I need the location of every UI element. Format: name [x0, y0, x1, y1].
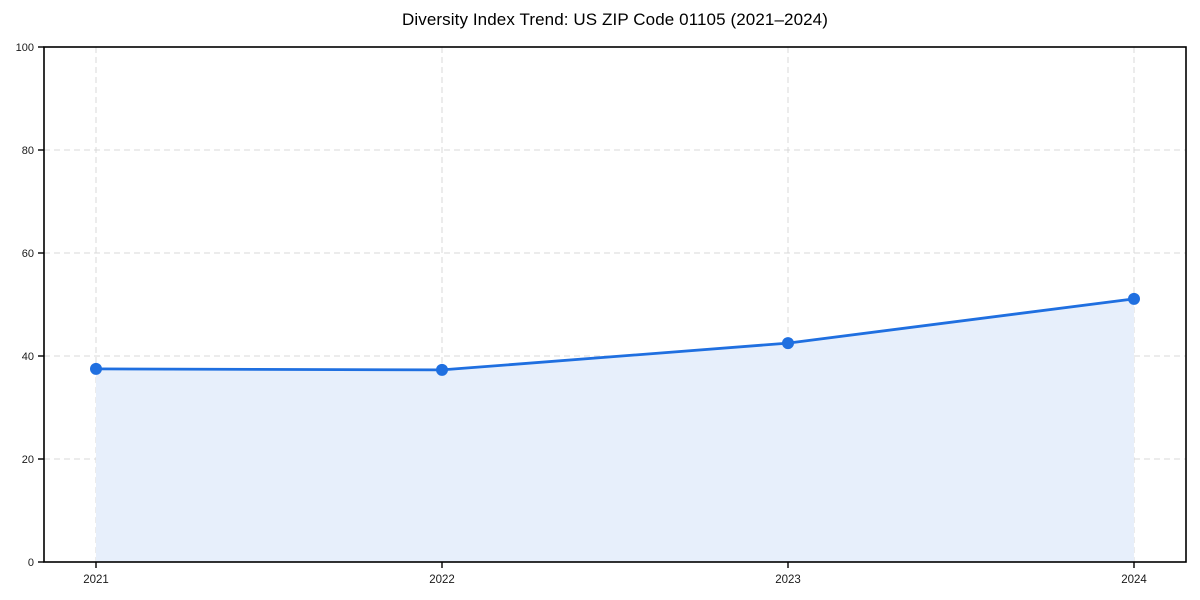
y-tick-label: 40 — [22, 351, 34, 363]
x-tick-label: 2023 — [775, 574, 801, 586]
y-tick-label: 100 — [16, 42, 34, 54]
area-fill — [96, 298, 1134, 562]
trend-line — [94, 297, 1136, 372]
data-point-2023 — [782, 337, 794, 350]
data-point-2022 — [436, 363, 448, 376]
y-tick-label: 60 — [22, 248, 34, 260]
x-tick-label: 2021 — [83, 574, 109, 586]
x-tick-label: 2022 — [429, 574, 455, 586]
data-point-2024 — [1128, 292, 1140, 305]
x-tick-label: 2024 — [1121, 574, 1147, 586]
data-point-2021 — [90, 362, 102, 375]
y-tick-label: 20 — [22, 454, 34, 466]
chart-title: Diversity Index Trend: US ZIP Code 01105… — [401, 10, 829, 29]
plot-border — [43, 46, 1187, 563]
y-tick-label: 80 — [22, 145, 34, 157]
y-tick-label: 0 — [28, 557, 34, 569]
